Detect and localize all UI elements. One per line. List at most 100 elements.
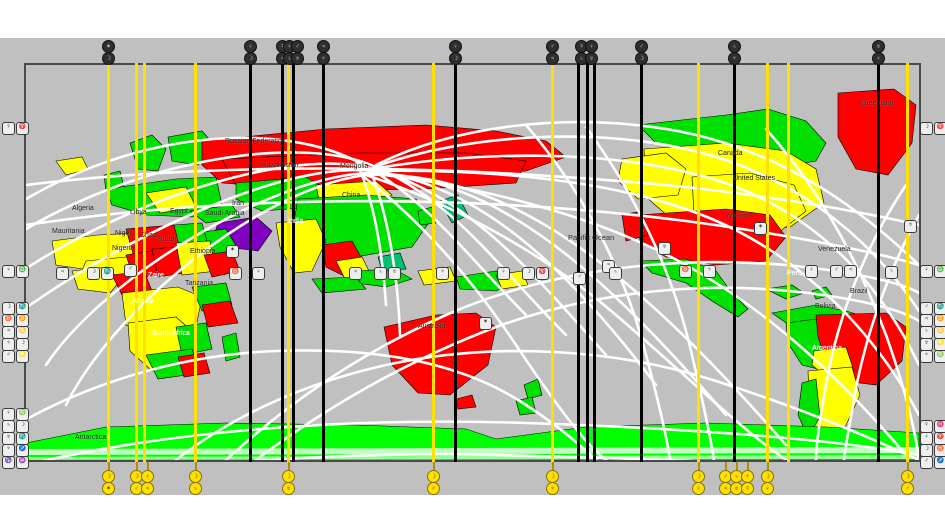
label-glyph-box: ♀ bbox=[920, 265, 933, 278]
label-glyph-box: ♅ bbox=[388, 267, 401, 280]
label-glyph-box: ♄ bbox=[374, 267, 387, 280]
map-point-label[interactable]: ♄ bbox=[609, 267, 622, 280]
label-glyph-box: ☿ bbox=[2, 122, 15, 135]
bottom-event-marker[interactable]: ♄ bbox=[189, 482, 202, 495]
top-event-marker[interactable]: ♆ bbox=[317, 52, 330, 65]
map-point-label[interactable]: ♃ bbox=[349, 267, 362, 280]
right-edge-label[interactable]: ♀ ♈ bbox=[920, 432, 945, 445]
left-edge-label[interactable]: ☿ ♈ bbox=[2, 122, 29, 135]
label-glyph-box: ☿ bbox=[920, 420, 933, 433]
label-glyph-box: ♄ bbox=[885, 266, 898, 279]
top-event-marker[interactable]: ☽ bbox=[449, 52, 462, 65]
right-edge-label[interactable]: ☽ ♈ bbox=[920, 122, 945, 135]
bottom-event-marker[interactable]: ♀ bbox=[692, 482, 705, 495]
map-point-label[interactable]: ✶ bbox=[226, 245, 239, 258]
label-glyph-box: ♏ bbox=[101, 267, 114, 280]
top-event-marker[interactable]: ♅ bbox=[291, 52, 304, 65]
map-point-label[interactable]: ♀ bbox=[252, 267, 265, 280]
map-point-label[interactable]: ✶ bbox=[754, 222, 767, 235]
label-glyph-box: ☽ bbox=[87, 267, 100, 280]
label-glyph-box: ♃ bbox=[349, 267, 362, 280]
map-point-label[interactable]: ♀ bbox=[805, 265, 818, 278]
meridian-line bbox=[906, 63, 909, 462]
marker-stem bbox=[287, 462, 290, 472]
marker-stem bbox=[146, 462, 149, 472]
label-glyph-box: ☽ bbox=[522, 267, 535, 280]
bottom-event-marker[interactable]: ♀ bbox=[141, 470, 154, 483]
bottom-event-marker[interactable]: ♀ bbox=[761, 482, 774, 495]
top-event-marker[interactable]: ♃ bbox=[546, 52, 559, 65]
bottom-event-marker[interactable]: ☽ bbox=[189, 470, 202, 483]
marker-stem bbox=[697, 462, 700, 472]
left-edge-label[interactable]: ♀ ♍ bbox=[2, 408, 29, 421]
label-glyph-box: ♀ bbox=[497, 267, 510, 280]
meridian-line bbox=[292, 63, 295, 462]
label-glyph-box: ♎ bbox=[16, 265, 29, 278]
meridian-line bbox=[249, 63, 252, 462]
meridian-line bbox=[766, 63, 769, 462]
left-edge-label[interactable]: ♆ ☽ bbox=[2, 338, 29, 351]
meridian-line bbox=[454, 63, 457, 462]
map-point-label[interactable]: ♂ bbox=[124, 264, 137, 277]
top-event-marker[interactable]: ♆ bbox=[728, 52, 741, 65]
left-edge-label[interactable]: ♀ ♎ bbox=[2, 265, 29, 278]
ocean-label: Pacific Ocean bbox=[568, 233, 615, 242]
label-glyph-box: ♅ bbox=[904, 220, 917, 233]
map-point-label[interactable]: ♂ bbox=[573, 272, 586, 285]
top-event-marker[interactable]: ♅ bbox=[872, 40, 885, 53]
bottom-event-marker[interactable]: ✶ bbox=[102, 482, 115, 495]
right-edge-label[interactable]: ☿ ♓ bbox=[920, 420, 945, 433]
label-glyph-box: ♂ bbox=[573, 272, 586, 285]
bottom-event-marker[interactable]: ♂ bbox=[427, 482, 440, 495]
map-point-label[interactable]: ☽ ♈ bbox=[522, 267, 549, 280]
top-event-marker[interactable]: ♂ bbox=[546, 40, 559, 53]
map-point-label[interactable]: ♀ bbox=[497, 267, 510, 280]
right-edge-label[interactable]: ♂ ♐ bbox=[920, 456, 945, 469]
map-point-label[interactable]: ♄ bbox=[885, 266, 898, 279]
map-point-label[interactable]: ♉ bbox=[229, 267, 242, 280]
top-event-marker[interactable]: ♅ bbox=[585, 52, 598, 65]
map-point-label[interactable]: ✶ bbox=[479, 317, 492, 330]
top-event-marker[interactable]: ☽ bbox=[635, 52, 648, 65]
bottom-event-marker[interactable]: ♃ bbox=[141, 482, 154, 495]
map-point-label[interactable]: ♂ ♃ bbox=[830, 265, 857, 278]
right-edge-label[interactable]: ♀ ♎ bbox=[920, 265, 945, 278]
top-event-marker[interactable]: ☽ bbox=[244, 52, 257, 65]
top-event-marker[interactable]: ☽ bbox=[102, 52, 115, 65]
right-edge-label[interactable]: ♃ ♊ bbox=[920, 314, 945, 327]
left-edge-label[interactable]: ♂ ♌ bbox=[2, 350, 29, 363]
label-glyph-box: ♉ bbox=[229, 267, 242, 280]
label-glyph-box: ♂ bbox=[2, 350, 15, 363]
left-edge-label[interactable]: ♉ ♊ bbox=[2, 314, 29, 327]
bottom-event-marker[interactable]: ♆ bbox=[546, 482, 559, 495]
meridian-line bbox=[135, 63, 138, 462]
marker-stem bbox=[724, 462, 727, 472]
map-point-label[interactable]: ♅ bbox=[658, 242, 671, 255]
map-point-label[interactable]: ☽ ♏ bbox=[87, 267, 114, 280]
label-glyph-box: ♃ bbox=[56, 267, 69, 280]
top-event-marker[interactable]: ♀ bbox=[872, 52, 885, 65]
label-glyph-box: ♀ bbox=[252, 267, 265, 280]
bottom-event-marker[interactable]: ☽ bbox=[282, 470, 295, 483]
map-point-label[interactable]: ♅ bbox=[904, 220, 917, 233]
meridian-line bbox=[107, 63, 110, 462]
label-glyph-box: ♈ bbox=[934, 122, 945, 135]
map-point-label[interactable]: ♆ bbox=[436, 267, 449, 280]
map-point-label[interactable]: ♄ ♅ bbox=[374, 267, 401, 280]
meridian-line bbox=[281, 63, 284, 462]
bottom-event-marker[interactable]: ♅ bbox=[282, 482, 295, 495]
bottom-event-marker[interactable]: ♂ bbox=[901, 482, 914, 495]
meridian-line bbox=[194, 63, 197, 462]
top-event-marker[interactable]: ✶ bbox=[102, 40, 115, 53]
map-point-label[interactable]: ♉ bbox=[679, 265, 692, 278]
right-edge-label[interactable]: ♆ ♍ bbox=[920, 350, 945, 363]
map-point-label[interactable]: ♃ bbox=[56, 267, 69, 280]
bottom-event-marker[interactable]: ☿ bbox=[741, 482, 754, 495]
left-edge-label[interactable]: ♑ ♒ bbox=[2, 456, 29, 469]
label-glyph-box: ♉ bbox=[679, 265, 692, 278]
bottom-event-marker[interactable]: ♂ bbox=[130, 482, 143, 495]
world-map-frame[interactable] bbox=[24, 63, 921, 462]
label-glyph-box: ♅ bbox=[658, 242, 671, 255]
label-glyph-box: ♎ bbox=[934, 265, 945, 278]
map-point-label[interactable]: ♆ bbox=[703, 265, 716, 278]
